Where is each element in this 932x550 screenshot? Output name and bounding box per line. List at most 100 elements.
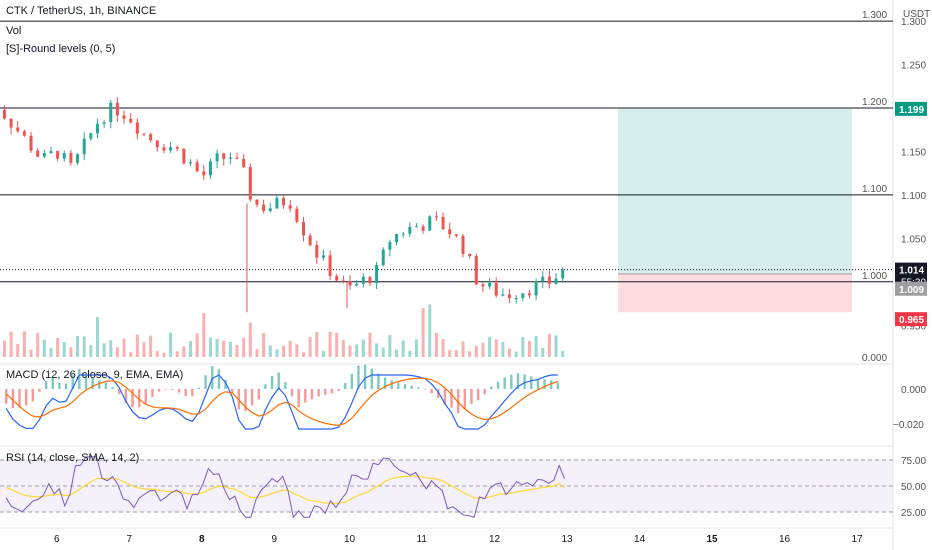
current-price-tag: 1.014 — [899, 266, 924, 277]
macd-histogram-bar — [403, 384, 407, 389]
volume-bar — [328, 331, 332, 357]
target-price-tag: 1.199 — [899, 105, 924, 116]
volume-bar — [56, 338, 60, 357]
stop-price-tag-bg — [895, 312, 927, 327]
volume-bar — [401, 340, 405, 357]
round-level-label: 1.200 — [862, 97, 887, 108]
candle-body — [69, 153, 73, 163]
macd-histogram-bar — [197, 387, 201, 389]
macd-histogram-bar — [204, 375, 207, 389]
candle-body — [308, 235, 312, 246]
position-zones — [618, 108, 852, 313]
candle-body — [328, 255, 332, 276]
round-level-label: 1.100 — [862, 184, 887, 195]
rsi-label[interactable]: RSI (14, close, SMA, 14, 2) — [6, 452, 140, 464]
volume-bar — [122, 338, 126, 357]
volume-indicator-label[interactable]: Vol — [6, 25, 22, 37]
macd-histogram-bar — [357, 365, 360, 389]
candle-body — [42, 153, 46, 157]
price-axis[interactable]: 1.300 1.250 1.200 1.150 1.100 1.050 1.000 0.950… — [862, 17, 927, 519]
volume-bar — [561, 350, 565, 357]
volume-bar — [348, 345, 352, 357]
target-price-tag-bg — [895, 101, 927, 116]
volume-bar — [368, 332, 372, 357]
volume-bar — [461, 341, 465, 357]
time-tick-label: 6 — [54, 534, 60, 545]
macd-histogram-bar — [490, 386, 493, 389]
time-tick-label: 17 — [852, 534, 864, 545]
candle-body — [29, 135, 33, 151]
candle-body — [321, 255, 325, 258]
volume-bar — [268, 345, 272, 357]
macd-histogram-bar — [78, 368, 81, 389]
candle-body — [215, 153, 219, 162]
volume-bar — [302, 352, 305, 357]
volume-bar — [321, 351, 325, 357]
macd-histogram-bar — [337, 389, 340, 391]
macd-histogram-bar — [191, 389, 194, 397]
volume-bar — [235, 344, 239, 357]
volume-bar — [428, 304, 432, 357]
candlestick-series — [2, 97, 565, 313]
volume-bar — [521, 337, 525, 357]
volume-bars — [2, 304, 565, 357]
candle-body — [76, 154, 80, 163]
candle-body — [242, 158, 246, 168]
volume-bar — [481, 342, 485, 357]
volume-bar — [9, 331, 13, 357]
macd-histogram-bar — [483, 389, 486, 395]
time-axis[interactable]: 6 7 8 9 10 11 12 13 14 15 16 17 — [54, 534, 863, 545]
macd-histogram-bar — [91, 377, 94, 389]
volume-bar — [441, 339, 445, 357]
volume-bar — [82, 336, 86, 357]
macd-histogram-bar — [317, 389, 320, 397]
time-tick-label: 16 — [779, 534, 791, 545]
macd-histogram-bar — [131, 389, 134, 408]
candle-body — [169, 147, 173, 151]
volume-bar — [295, 344, 299, 357]
volume-bar — [361, 339, 365, 357]
macd-histogram-bar — [31, 389, 35, 402]
volume-bar — [135, 334, 139, 357]
candle-body — [295, 208, 299, 222]
volume-bar — [42, 339, 46, 357]
candle-body — [534, 281, 538, 296]
candle-body — [255, 199, 259, 205]
macd-histogram-bar — [277, 372, 280, 389]
round-levels-indicator-label[interactable]: [S]-Round levels (0, 5) — [6, 43, 116, 55]
round-level-label: 1.000 — [862, 271, 887, 282]
volume-bar — [494, 339, 498, 357]
macd-label[interactable]: MACD (12, 26, close, 9, EMA, EMA) — [6, 369, 184, 381]
volume-bar — [547, 333, 551, 357]
candle-body — [208, 161, 212, 176]
time-tick-label: 11 — [417, 534, 428, 545]
macd-histogram-bar — [443, 389, 447, 405]
volume-bar — [109, 340, 113, 357]
time-tick-label: 15 — [707, 534, 719, 545]
volume-bar — [501, 342, 505, 357]
candle-body — [2, 109, 6, 119]
volume-bar — [222, 340, 226, 357]
macd-histogram-bar — [290, 389, 294, 397]
volume-bar — [202, 312, 206, 357]
volume-bar — [228, 341, 232, 357]
rsi-tick-label: 25.00 — [901, 508, 926, 519]
time-tick-label: 13 — [562, 534, 574, 545]
candle-body — [182, 148, 186, 164]
macd-histogram-bar — [84, 373, 88, 389]
volume-bar — [335, 332, 339, 357]
round-level-label: 1.300 — [862, 10, 887, 21]
symbol-title[interactable]: CTK / TetherUS, 1h, BINANCE — [6, 5, 157, 17]
candle-body — [375, 265, 379, 284]
candle-body — [36, 150, 40, 157]
candle-body — [62, 153, 66, 159]
volume-bar — [208, 337, 212, 357]
macd-histogram-bar — [510, 374, 513, 389]
macd-histogram-bar — [330, 389, 334, 394]
macd-histogram-bar — [71, 375, 74, 389]
volume-bar — [434, 332, 438, 357]
volume-bar — [162, 352, 166, 357]
candle-body — [275, 197, 279, 209]
candle-body — [155, 140, 159, 148]
